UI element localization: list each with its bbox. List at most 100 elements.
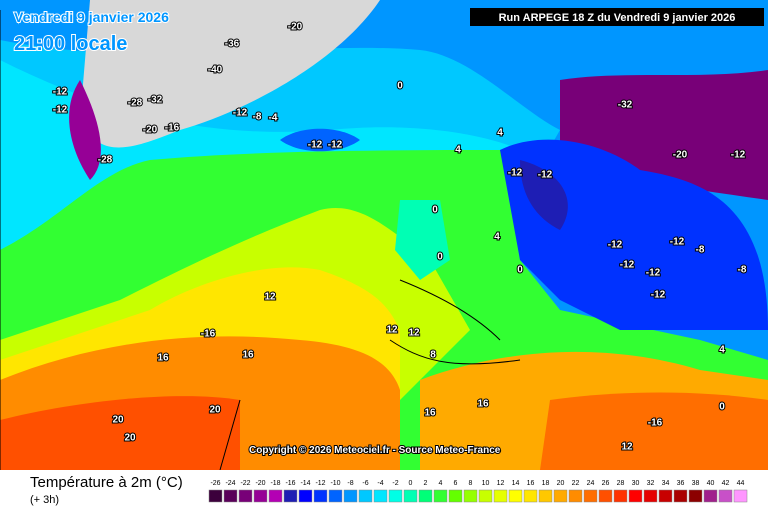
temperature-label: -12 [731,150,746,161]
temperature-label: -4 [269,113,278,124]
colorbar-swatch [673,489,688,503]
temperature-label: -32 [148,95,163,106]
colorbar-tick-label: -4 [377,480,383,487]
temperature-label: 20 [112,415,124,426]
colorbar-tick-label: 42 [722,480,730,487]
colorbar-swatch [613,489,628,503]
temperature-label: 0 [437,252,443,263]
temperature-label: 4 [494,232,500,243]
temperature-label: 0 [397,81,403,92]
colorbar-tick-label: 14 [512,480,520,487]
colorbar-tick-label: -10 [330,480,340,487]
colorbar-tick-label: -14 [300,480,310,487]
temperature-label: -12 [646,268,661,279]
map-labels: -20 -36 -40 -28 -32 -20 -16 -12 -12 -28 -12 -8 -4 -12… [52,21,748,454]
run-info: Run ARPEGE 18 Z du Vendredi 9 janvier 20… [499,12,736,24]
colorbar-swatch [448,489,463,503]
temperature-label: 16 [157,353,169,364]
colorbar-swatch [508,489,523,503]
colorbar-tick-label: 34 [662,480,670,487]
colorbar-tick-label: 0 [409,480,413,487]
temperature-label: 12 [408,328,420,339]
colorbar-tick-label: -20 [255,480,265,487]
colorbar-tick-label: -8 [347,480,353,487]
temperature-label: -20 [673,150,688,161]
colorbar-swatch [373,489,388,503]
colorbar-swatch [568,489,583,503]
colorbar-tick-label: -6 [362,480,368,487]
colorbar-tick-label: -2 [392,480,398,487]
colorbar-swatch [433,489,448,503]
temperature-label: 16 [424,408,436,419]
temperature-label: 12 [621,442,633,453]
temperature-label: -36 [225,39,240,50]
colorbar-tick-label: 8 [469,480,473,487]
colorbar-tick-label: 26 [602,480,610,487]
colorbar-swatch [253,489,268,503]
colorbar-swatch [688,489,703,503]
colorbar-swatch [493,489,508,503]
temperature-label: -32 [618,100,633,111]
temperature-label: 20 [124,433,136,444]
colorbar-swatch [313,489,328,503]
temperature-label: 12 [264,292,276,303]
temperature-label: -12 [651,290,666,301]
temperature-label: 4 [497,128,503,139]
colorbar-swatch [523,489,538,503]
colorbar-swatch [283,489,298,503]
colorbar-swatch [658,489,673,503]
temperature-label: -28 [128,98,143,109]
colorbar-tick-label: -16 [285,480,295,487]
colorbar-tick-label: 16 [527,480,535,487]
date: Vendredi 9 janvier 2026 [14,9,169,25]
temperature-label: 0 [719,402,725,413]
temperature-label: -16 [165,123,180,134]
colorbar-swatch [643,489,658,503]
colorbar-swatch [553,489,568,503]
colorbar-swatch [268,489,283,503]
map-background [0,0,768,471]
temperature-label: -12 [538,170,553,181]
colorbar-swatch [298,489,313,503]
colorbar-tick-label: 10 [482,480,490,487]
colorbar: -26 -24 -22 -20 -18 -16 -14 -12 -10 -8 -6 -4 -2 0 2 4 6 8… [208,480,748,503]
legend-subtitle: (+ 3h) [30,494,59,506]
temperature-label: -16 [201,329,216,340]
temperature-label: -12 [670,237,685,248]
colorbar-tick-label: 20 [557,480,565,487]
temperature-label: 16 [242,350,254,361]
colorbar-swatch [598,489,613,503]
temperature-label: -8 [696,245,705,256]
temperature-label: -12 [508,168,523,179]
colorbar-swatch [208,489,223,503]
colorbar-tick-label: 36 [677,480,685,487]
colorbar-tick-label: 44 [737,480,745,487]
temperature-label: -12 [620,260,635,271]
colorbar-swatch [583,489,598,503]
temperature-label: 0 [432,205,438,216]
colorbar-tick-label: 12 [497,480,505,487]
colorbar-tick-label: 2 [424,480,428,487]
colorbar-tick-label: 6 [454,480,458,487]
temperature-label: -40 [208,65,223,76]
temperature-label: -12 [328,140,343,151]
temperature-label: -20 [288,22,303,33]
colorbar-tick-label: 24 [587,480,595,487]
colorbar-swatch [403,489,418,503]
colorbar-tick-label: 18 [542,480,550,487]
colorbar-swatch [238,489,253,503]
colorbar-swatch [343,489,358,503]
temperature-label: -28 [98,155,113,166]
colorbar-swatch [718,489,733,503]
colorbar-tick-label: 38 [692,480,700,487]
colorbar-tick-label: -24 [225,480,235,487]
colorbar-swatch [328,489,343,503]
colorbar-tick-label: 30 [632,480,640,487]
temperature-label: 0 [517,265,523,276]
colorbar-swatch [628,489,643,503]
colorbar-tick-label: 40 [707,480,715,487]
temperature-label: 16 [477,399,489,410]
colorbar-tick-label: 32 [647,480,655,487]
temperature-label: 4 [455,145,461,156]
colorbar-swatch [418,489,433,503]
